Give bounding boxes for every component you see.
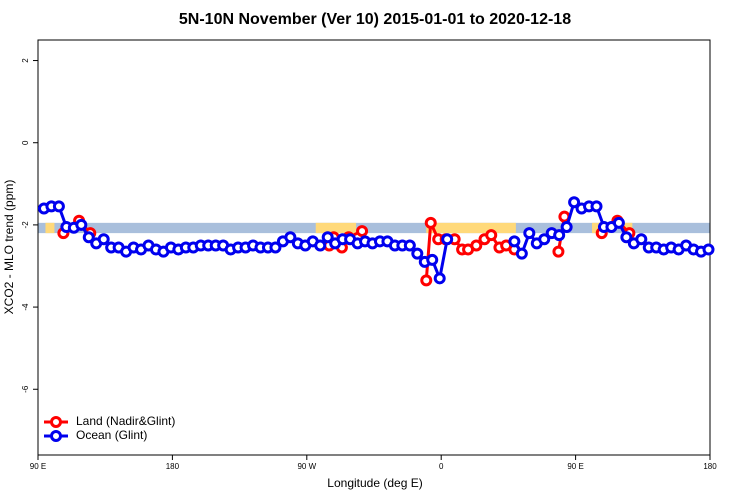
land-span	[45, 222, 55, 234]
data-point	[411, 247, 424, 260]
data-point	[470, 239, 483, 252]
reference-band	[38, 222, 710, 234]
legend-label: Land (Nadir&Glint)	[76, 414, 175, 428]
land-span	[426, 222, 516, 234]
data-point	[702, 243, 715, 256]
x-tick-label: 0	[439, 462, 444, 471]
data-point	[515, 247, 528, 260]
y-tick-label: 2	[21, 58, 30, 63]
y-tick-label: 0	[21, 140, 30, 145]
data-point	[433, 272, 446, 285]
legend-marker	[50, 416, 62, 428]
data-point	[612, 216, 625, 229]
data-point	[420, 274, 433, 287]
x-tick-label: 90 W	[297, 462, 316, 471]
chart-title: 5N-10N November (Ver 10) 2015-01-01 to 2…	[179, 11, 571, 28]
data-point	[356, 225, 369, 238]
data-point	[321, 231, 334, 244]
data-point	[553, 229, 566, 242]
x-axis-label: Longitude (deg E)	[327, 476, 422, 490]
data-point	[75, 218, 88, 231]
data-point	[52, 200, 65, 213]
x-tick-label: 90 E	[567, 462, 583, 471]
data-point	[590, 200, 603, 213]
y-axis-label: XCO2 - MLO trend (ppm)	[2, 180, 16, 315]
y-tick-label: -4	[21, 303, 30, 311]
land-span	[315, 222, 357, 234]
y-tick-label: -2	[21, 221, 30, 229]
data-point	[552, 245, 565, 258]
data-point	[508, 235, 521, 248]
data-point	[284, 231, 297, 244]
x-tick-label: 180	[166, 462, 180, 471]
x-tick-label: 90 E	[30, 462, 46, 471]
data-point	[568, 196, 581, 209]
data-point	[424, 216, 437, 229]
data-point	[635, 233, 648, 246]
data-point	[560, 220, 573, 233]
data-point	[97, 233, 110, 246]
data-point	[620, 231, 633, 244]
data-point	[314, 239, 327, 252]
data-point	[523, 227, 536, 240]
data-point	[403, 239, 416, 252]
data-point	[426, 253, 439, 266]
data-point	[441, 233, 454, 246]
land-span	[592, 222, 601, 234]
data-point	[485, 229, 498, 242]
legend-marker	[50, 430, 62, 442]
data-point	[82, 231, 95, 244]
x-tick-label: 180	[703, 462, 717, 471]
data-point	[538, 233, 551, 246]
legend-label: Ocean (Glint)	[76, 428, 147, 442]
y-tick-label: -6	[21, 385, 30, 393]
data-point	[269, 241, 282, 254]
